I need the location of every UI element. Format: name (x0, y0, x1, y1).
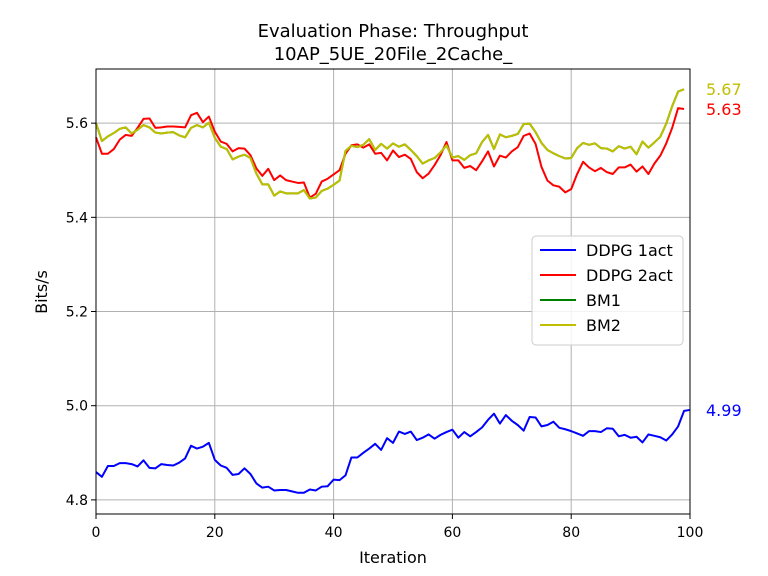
y-tick-label: 5.2 (66, 305, 88, 321)
end-label-ddpg-2act: 5.63 (706, 100, 742, 119)
x-axis-label: Iteration (359, 548, 427, 567)
legend-label-ddpg-1act: DDPG 1act (586, 241, 673, 260)
series-line-ddpg-2act (95, 107, 685, 199)
series-lines (95, 88, 691, 494)
legend-label-bm2: BM2 (586, 316, 621, 335)
x-tick-label: 60 (443, 525, 461, 541)
y-tick-label: 4.8 (66, 493, 88, 509)
x-tick-label: 80 (562, 525, 580, 541)
end-value-labels: 4.99 5.635.67 (706, 80, 742, 420)
legend-box (531, 235, 684, 346)
series-line-ddpg-1act (95, 408, 691, 494)
plot-frame (95, 68, 691, 515)
y-axis-label: Bits/s (32, 270, 51, 314)
y-tick-label: 5.4 (66, 210, 88, 226)
end-label-bm2: 5.67 (706, 80, 742, 99)
chart-title: Evaluation Phase: Throughput (258, 21, 529, 42)
x-tick-label: 0 (92, 525, 101, 541)
legend-label-bm1: BM1 (586, 291, 621, 310)
x-tick-label: 20 (206, 525, 224, 541)
y-tick-label: 5.0 (66, 399, 88, 415)
x-tick-label: 40 (325, 525, 343, 541)
series-line-bm2 (95, 88, 685, 200)
legend: DDPG 1act DDPG 2act BM1 BM2 (531, 235, 684, 346)
chart-subtitle: 10AP_5UE_20File_2Cache_ (274, 44, 514, 65)
x-tick-label: 100 (677, 525, 704, 541)
y-tick-label: 5.6 (66, 116, 88, 132)
legend-label-ddpg-2act: DDPG 2act (586, 266, 673, 285)
end-label-ddpg-1act: 4.99 (706, 401, 742, 420)
axis-ticks: 0 20 40 60 80 100 4.8 5.0 5.2 5.4 5.6 (66, 116, 704, 541)
